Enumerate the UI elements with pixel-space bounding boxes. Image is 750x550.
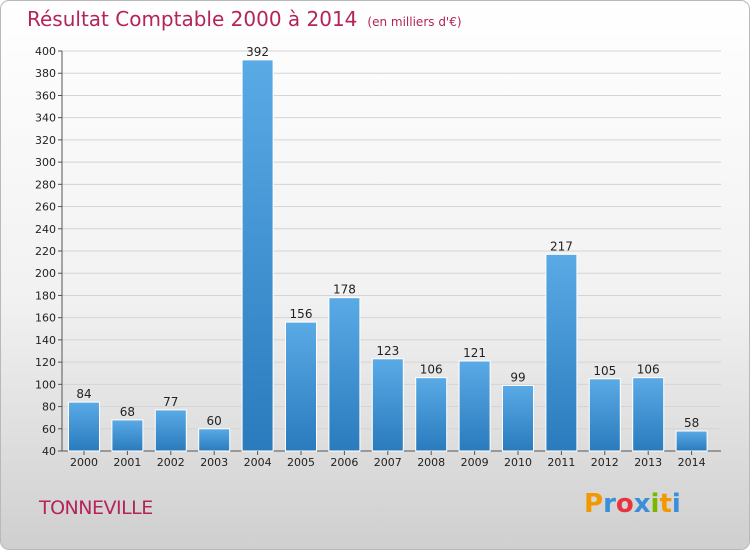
logo-letter: x [633, 489, 651, 519]
x-tick-label-2007: 2007 [374, 456, 402, 469]
data-label-2007: 123 [376, 344, 399, 358]
bar-2012 [588, 378, 621, 452]
x-tick-label-2000: 2000 [70, 456, 98, 469]
data-label-2014: 58 [684, 416, 699, 430]
y-tick-label: 100 [35, 378, 56, 391]
x-tick-label-2009: 2009 [461, 456, 489, 469]
x-tick-label-2012: 2012 [591, 456, 619, 469]
y-tick-label: 340 [35, 112, 56, 125]
x-tick-label-2006: 2006 [330, 456, 358, 469]
bar-2001 [111, 419, 144, 452]
data-label-2011: 217 [550, 239, 573, 253]
logo-letter: i [650, 489, 660, 519]
y-tick-label: 80 [42, 401, 56, 414]
logo-letter: t [659, 489, 672, 519]
proxiti-logo: Proxiti [584, 489, 681, 519]
bar-2014 [675, 430, 708, 452]
x-tick-label-2010: 2010 [504, 456, 532, 469]
y-tick-label: 160 [35, 312, 56, 325]
y-tick-label: 280 [35, 178, 56, 191]
x-tick-label-2005: 2005 [287, 456, 315, 469]
data-label-2012: 105 [593, 364, 616, 378]
y-tick-label: 200 [35, 267, 56, 280]
y-tick-label: 240 [35, 223, 56, 236]
logo-letter: r [603, 489, 616, 519]
y-tick-label: 220 [35, 245, 56, 258]
data-label-2010: 99 [510, 370, 525, 384]
bar-2009 [458, 360, 491, 452]
y-tick-label: 60 [42, 423, 56, 436]
data-label-2004: 392 [246, 45, 269, 59]
data-label-2001: 68 [120, 405, 135, 419]
x-tick-label-2011: 2011 [547, 456, 575, 469]
logo-letter: i [671, 489, 681, 519]
x-tick-label-2002: 2002 [157, 456, 185, 469]
place-name: TONNEVILLE [39, 497, 153, 519]
bar-2002 [154, 409, 187, 452]
data-label-2009: 121 [463, 346, 486, 360]
y-tick-label: 260 [35, 201, 56, 214]
bar-2003 [198, 428, 231, 452]
bar-2013 [632, 377, 665, 452]
data-label-2003: 60 [207, 414, 222, 428]
bar-2008 [415, 377, 448, 452]
x-tick-label-2004: 2004 [244, 456, 272, 469]
x-tick-label-2001: 2001 [113, 456, 141, 469]
bar-2010 [502, 384, 534, 452]
x-tick-label-2014: 2014 [678, 456, 706, 469]
data-label-2000: 84 [76, 387, 91, 401]
title-unit: (en milliers d'€) [367, 15, 462, 29]
y-tick-label: 320 [35, 134, 56, 147]
bar-2004 [241, 59, 274, 452]
y-tick-label: 360 [35, 89, 56, 102]
bar-2007 [371, 358, 404, 452]
y-tick-label: 400 [35, 45, 56, 58]
chart-title: Résultat Comptable 2000 à 2014 (en millie… [27, 7, 462, 31]
logo-letter: o [615, 489, 634, 519]
y-tick-label: 120 [35, 356, 56, 369]
bar-2011 [545, 253, 578, 452]
bar-2005 [285, 321, 317, 452]
data-label-2008: 106 [420, 363, 443, 377]
logo-letter: P [584, 489, 604, 519]
data-label-2002: 77 [163, 395, 178, 409]
y-tick-label: 380 [35, 67, 56, 80]
title-main: Résultat Comptable 2000 à 2014 [27, 7, 358, 31]
x-tick-label-2003: 2003 [200, 456, 228, 469]
data-label-2006: 178 [333, 283, 356, 297]
y-tick-label: 40 [42, 445, 56, 458]
y-tick-label: 180 [35, 289, 56, 302]
y-tick-label: 300 [35, 156, 56, 169]
bar-2000 [68, 401, 100, 452]
data-label-2005: 156 [290, 307, 313, 321]
bar-2006 [328, 297, 361, 452]
x-tick-label-2008: 2008 [417, 456, 445, 469]
y-tick-label: 140 [35, 334, 56, 347]
x-tick-label-2013: 2013 [634, 456, 662, 469]
data-label-2013: 106 [637, 363, 660, 377]
